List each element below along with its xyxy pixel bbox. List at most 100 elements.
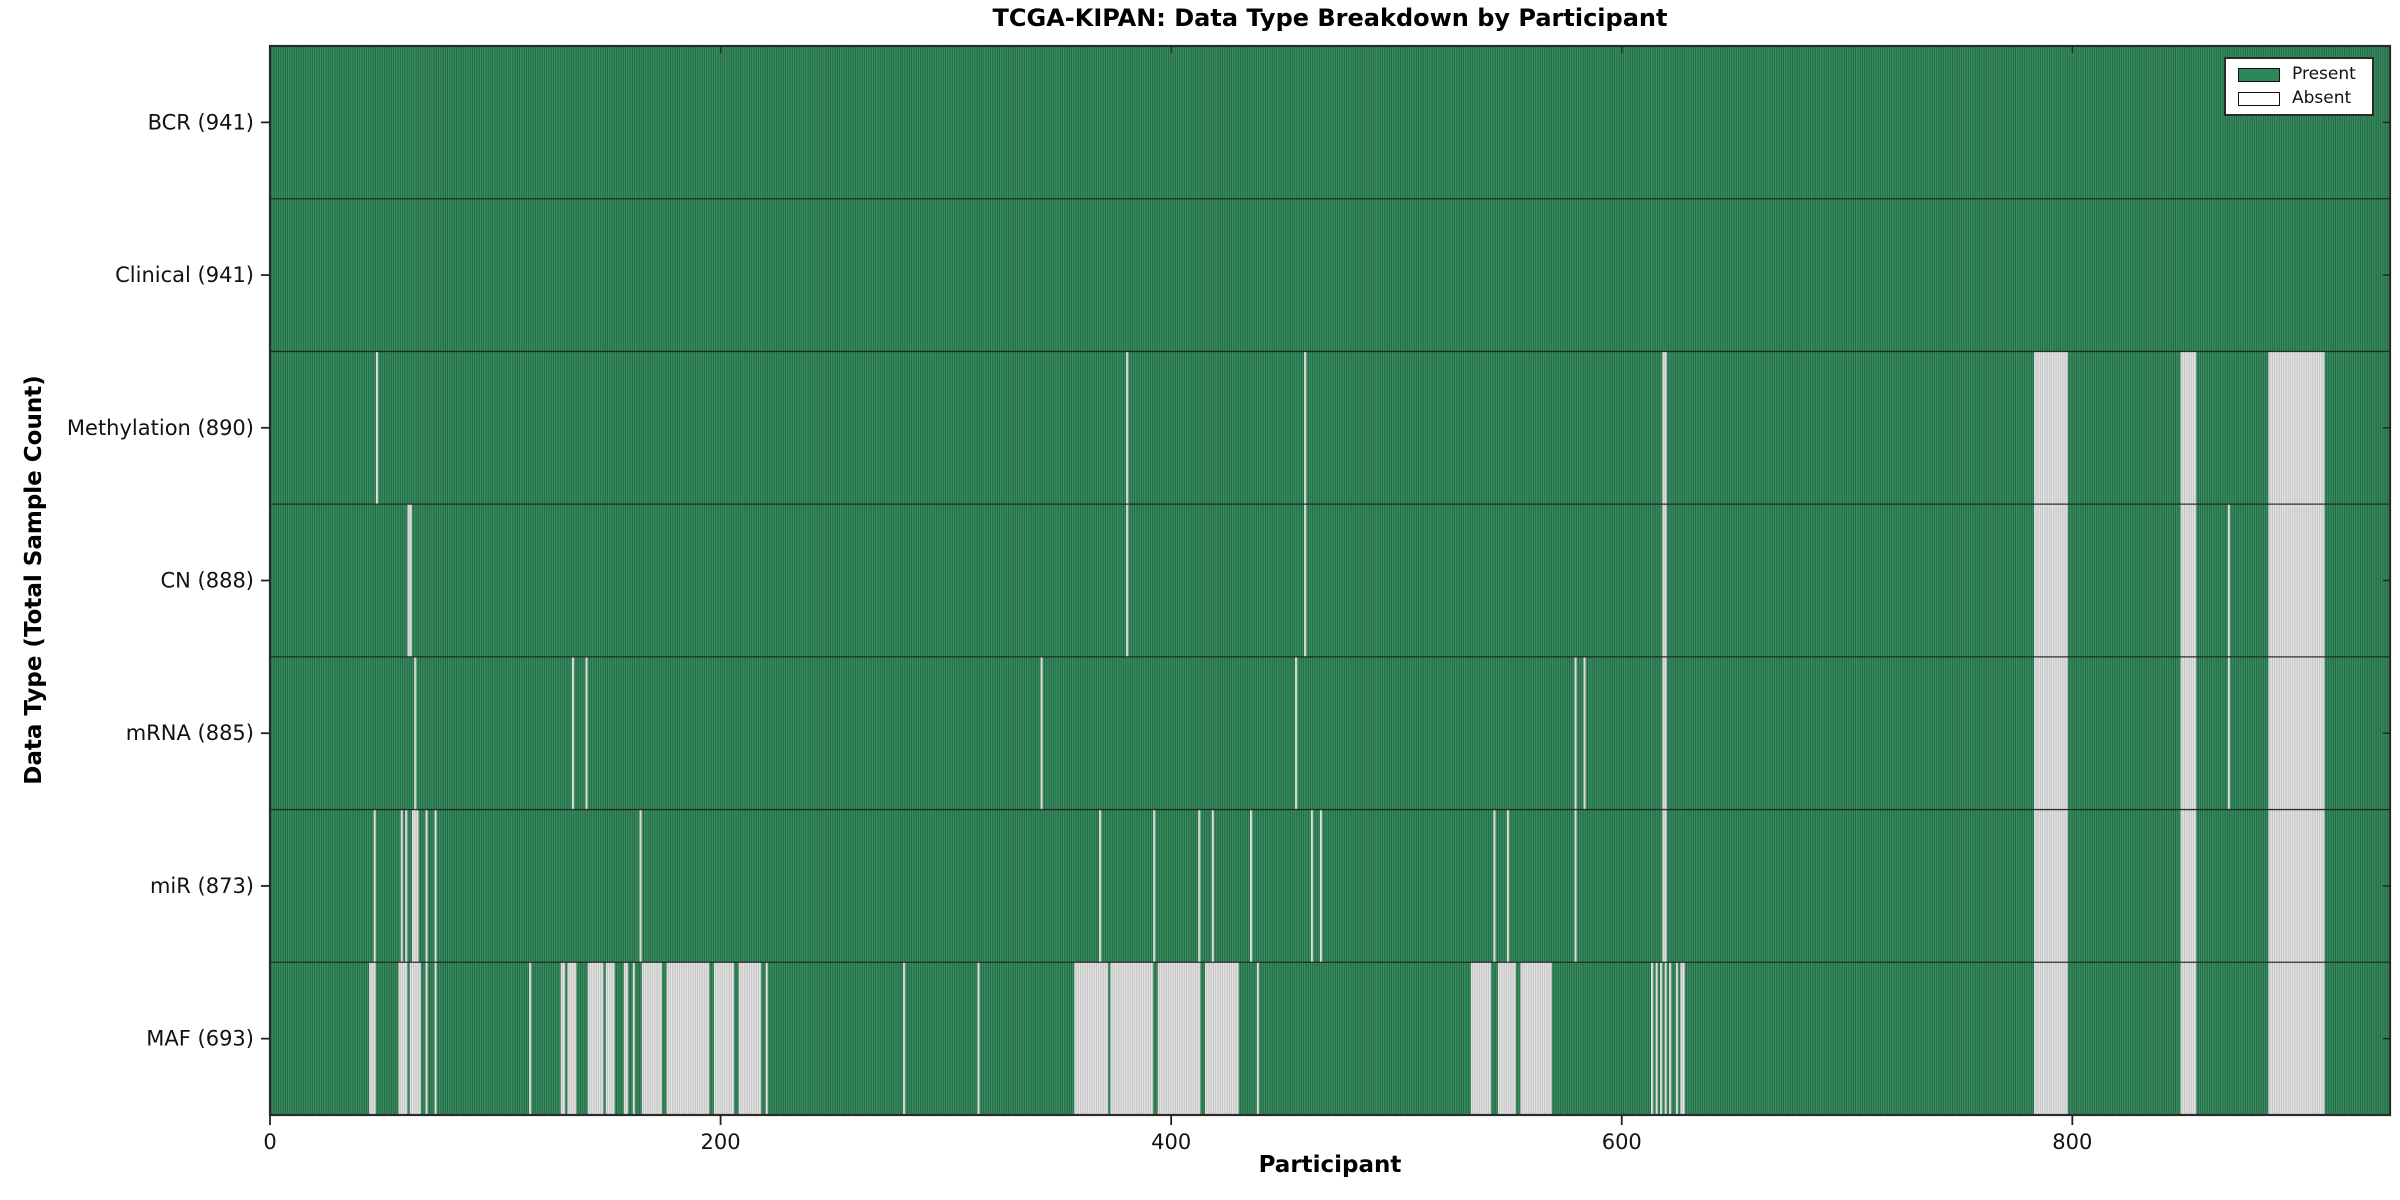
absent-segment	[1304, 351, 1307, 505]
absent-segment	[1110, 962, 1154, 1115]
absent-segment	[2180, 504, 2197, 657]
absent-segment	[2268, 656, 2325, 810]
x-tick-label: 800	[2052, 1130, 2092, 1154]
absent-segment	[1655, 962, 1658, 1115]
absent-segment	[2034, 656, 2068, 810]
absent-segment	[1157, 962, 1201, 1115]
y-tick-label: MAF (693)	[146, 1027, 254, 1051]
absent-segment	[2268, 351, 2325, 505]
absent-segment	[529, 962, 532, 1115]
absent-segment	[1664, 962, 1667, 1115]
absent-segment	[2034, 962, 2068, 1115]
absent-segment	[713, 962, 735, 1115]
x-tick-label: 600	[1602, 1130, 1642, 1154]
row-band-mrna	[270, 656, 2390, 810]
absent-segment	[1675, 962, 1679, 1115]
absent-segment	[1662, 351, 1667, 505]
y-tick-label: mRNA (885)	[126, 721, 254, 745]
absent-segment	[1295, 656, 1298, 810]
legend-item-absent: Absent	[2238, 90, 2362, 107]
absent-segment	[425, 809, 428, 963]
absent-segment	[765, 962, 768, 1115]
absent-segment	[2227, 656, 2231, 810]
absent-segment	[1520, 962, 1552, 1115]
absent-segment	[1198, 809, 1201, 963]
absent-segment	[414, 656, 417, 810]
y-tick-label: BCR (941)	[148, 110, 254, 134]
row-band-methylation	[270, 351, 2390, 505]
absent-segment	[1099, 809, 1102, 963]
absent-segment	[2268, 809, 2325, 963]
y-tick-label: miR (873)	[150, 874, 254, 898]
chart-title: TCGA-KIPAN: Data Type Breakdown by Parti…	[992, 4, 1668, 32]
row-band-cn	[270, 504, 2390, 657]
row-band-clinical	[270, 198, 2390, 352]
absent-segment	[2268, 962, 2325, 1115]
absent-segment	[1680, 962, 1685, 1115]
absent-segment	[373, 809, 376, 963]
absent-segment	[567, 962, 577, 1115]
absent-segment	[425, 962, 428, 1115]
absent-segment	[623, 962, 629, 1115]
absent-segment	[1250, 809, 1253, 963]
x-tick-label: 0	[263, 1130, 276, 1154]
absent-segment	[1662, 809, 1667, 963]
absent-segment	[639, 809, 642, 963]
absent-segment	[560, 962, 566, 1115]
absent-segment	[1497, 962, 1516, 1115]
absent-segment	[587, 962, 604, 1115]
absent-segment	[407, 504, 412, 657]
absent-segment	[1662, 504, 1667, 657]
absent-segment	[585, 656, 588, 810]
y-tick-label: CN (888)	[160, 569, 254, 593]
absent-segment	[903, 962, 906, 1115]
absent-segment	[1153, 809, 1156, 963]
legend-item-present: Present	[2238, 66, 2362, 83]
y-tick-label: Methylation (890)	[67, 416, 254, 440]
y-axis-label: Data Type (Total Sample Count)	[21, 375, 47, 785]
absent-segment	[1074, 962, 1109, 1115]
absent-segment	[1574, 656, 1577, 810]
absent-segment	[1126, 504, 1129, 657]
absent-segment	[1256, 962, 1260, 1115]
absent-segment	[375, 351, 379, 505]
x-tick-label: 200	[701, 1130, 741, 1154]
absent-segment	[1211, 809, 1214, 963]
row-band-bcr	[270, 46, 2390, 199]
absent-segment	[434, 962, 437, 1115]
absent-segment	[1651, 962, 1654, 1115]
absent-segment	[1583, 656, 1586, 810]
absent-segment	[2180, 962, 2197, 1115]
legend-label-absent: Absent	[2292, 88, 2352, 108]
legend: Present Absent	[2224, 57, 2374, 116]
absent-segment	[1493, 809, 1496, 963]
absent-segment	[2034, 504, 2068, 657]
x-axis-label: Participant	[1258, 1152, 1402, 1178]
absent-segment	[1040, 656, 1043, 810]
absent-segment	[411, 809, 419, 963]
absent-segment	[571, 656, 575, 810]
absent-segment	[1310, 809, 1314, 963]
absent-segment	[405, 809, 408, 963]
absent-swatch	[2238, 91, 2280, 106]
legend-label-present: Present	[2292, 64, 2356, 84]
absent-segment	[2180, 656, 2197, 810]
absent-segment	[434, 809, 437, 963]
present-swatch	[2238, 67, 2280, 82]
absent-segment	[2180, 809, 2197, 963]
absent-segment	[666, 962, 710, 1115]
absent-segment	[369, 962, 376, 1115]
absent-segment	[1126, 351, 1129, 505]
absent-segment	[2268, 504, 2325, 657]
absent-segment	[1204, 962, 1239, 1115]
absent-segment	[400, 809, 403, 963]
absent-segment	[605, 962, 615, 1115]
absent-segment	[2227, 504, 2231, 657]
absent-segment	[2034, 351, 2068, 505]
absent-segment	[1304, 504, 1307, 657]
absent-segment	[1574, 809, 1577, 963]
absent-segment	[1319, 809, 1323, 963]
absent-segment	[398, 962, 408, 1115]
